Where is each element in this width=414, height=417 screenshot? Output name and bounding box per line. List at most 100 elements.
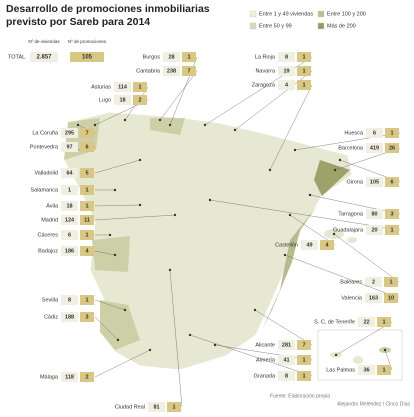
province-name: Navarra <box>255 68 276 74</box>
promociones: 7 <box>302 342 305 348</box>
province-name: Pontevedra <box>30 144 59 150</box>
viviendas: 18 <box>119 97 125 103</box>
province-dot <box>213 343 217 347</box>
viviendas: 238 <box>167 68 176 74</box>
box <box>320 240 334 250</box>
viviendas: 28 <box>168 54 174 60</box>
box <box>61 246 78 256</box>
legend-swatch <box>249 22 257 30</box>
leader-line <box>94 349 151 378</box>
province-name: Lugo <box>99 97 111 103</box>
box <box>278 52 295 62</box>
box <box>80 168 94 178</box>
box <box>163 66 180 76</box>
title-line: previsto por Sareb para 2014 <box>6 16 150 28</box>
totals-header: Nº de promociones <box>68 39 107 44</box>
province-dot <box>283 253 287 257</box>
box <box>365 293 382 303</box>
viviendas: 105 <box>370 179 379 185</box>
viviendas: 1 <box>68 187 71 193</box>
province-name: Baleares <box>340 279 362 285</box>
promociones: 1 <box>302 82 305 88</box>
province-name: Ciudad Real <box>115 404 145 410</box>
province-dot <box>308 193 312 197</box>
province-name: Tarragona <box>338 211 364 217</box>
box <box>365 277 382 287</box>
region-mid <box>100 300 140 350</box>
province-name: Zaragoza <box>252 82 276 88</box>
viviendas: 124 <box>65 217 75 223</box>
province-dot <box>168 268 172 272</box>
promociones: 1 <box>85 232 88 238</box>
totals-label: TOTAL <box>8 54 25 60</box>
province-dot <box>138 203 142 207</box>
legend-swatch <box>249 10 257 18</box>
box <box>385 225 399 235</box>
box <box>278 371 295 381</box>
viviendas: 163 <box>369 295 378 301</box>
promociones: 1 <box>85 297 88 303</box>
promociones: 1 <box>389 279 392 285</box>
box <box>80 372 94 382</box>
viviendas: 41 <box>283 357 289 363</box>
province-dot <box>93 123 97 127</box>
box <box>148 402 165 412</box>
promociones: 1 <box>302 373 305 379</box>
legend-label: Entre 1 y 49 viviendas <box>259 11 313 17</box>
province-dot <box>253 308 257 312</box>
province-dot <box>108 233 112 237</box>
promociones: 2 <box>138 97 141 103</box>
province-name: Málaga <box>40 374 59 380</box>
province-dot <box>158 118 162 122</box>
promociones: 1 <box>138 84 141 90</box>
province-name: Granada <box>254 373 276 379</box>
box <box>80 215 94 225</box>
province-dot <box>148 348 152 352</box>
province-dot <box>338 158 342 162</box>
legend-label: Entre 50 y 99 <box>259 23 292 29</box>
province-dot <box>123 308 127 312</box>
leader-line <box>94 250 116 256</box>
box <box>133 82 147 92</box>
promociones: 4 <box>85 248 89 254</box>
total-value: 2.857 <box>36 55 52 61</box>
viviendas: 97 <box>66 144 72 150</box>
promociones: 7 <box>85 130 88 136</box>
box <box>366 143 383 153</box>
province-name: Las Palmas <box>326 367 355 373</box>
leader-line <box>169 269 183 408</box>
promociones: 5 <box>85 170 88 176</box>
box <box>80 312 94 322</box>
promociones: 6 <box>85 144 88 150</box>
province-dot <box>208 198 212 202</box>
viviendas: 6 <box>373 130 376 136</box>
totals-header: Nº de viviendas <box>28 39 60 44</box>
box <box>61 230 78 240</box>
province-dot <box>203 123 207 127</box>
box <box>61 295 78 305</box>
province-name: Burgos <box>143 54 161 60</box>
viviendas: 188 <box>65 314 74 320</box>
promociones: 1 <box>382 367 385 373</box>
province-dot <box>76 123 80 127</box>
province-name: La Rioja <box>255 54 276 60</box>
province-dot <box>168 123 172 127</box>
viviendas: 8 <box>285 54 288 60</box>
province-name: Cáceres <box>38 232 59 238</box>
province-name: Alicante <box>255 342 275 348</box>
leader-line <box>214 344 313 361</box>
province-dot <box>116 338 120 342</box>
box <box>61 372 78 382</box>
legend-label: Más de 200 <box>327 23 356 29</box>
promociones: 1 <box>85 203 88 209</box>
box <box>297 52 311 62</box>
box <box>80 142 94 152</box>
promociones: 3 <box>85 314 88 320</box>
promociones: 10 <box>388 295 394 301</box>
province-name: Badajoz <box>38 248 58 254</box>
province-name: Sevilla <box>42 297 59 303</box>
province-dot <box>288 213 292 217</box>
province-name: Cádiz <box>44 314 58 320</box>
viviendas: 6 <box>68 232 71 238</box>
